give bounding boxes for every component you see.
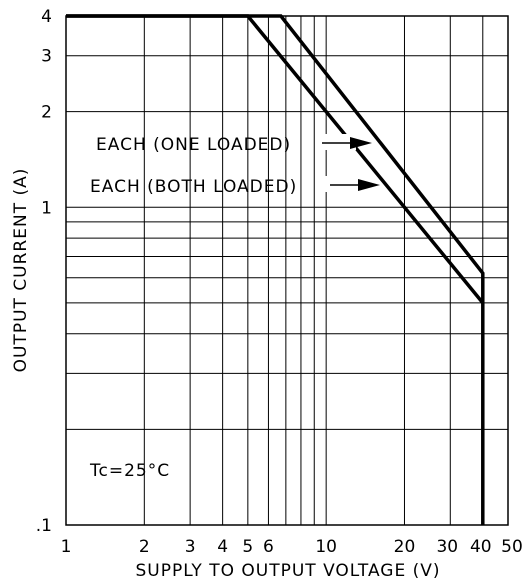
x-tick-label: 40	[470, 537, 492, 557]
x-tick-label: 3	[185, 537, 196, 557]
x-tick-label: 6	[263, 537, 274, 557]
series-line-0	[66, 14, 485, 525]
x-tick-label: 30	[436, 537, 458, 557]
label-gap-one	[322, 134, 356, 150]
label-both-loaded: EACH (BOTH LOADED)	[90, 177, 297, 197]
label-one-loaded: EACH (ONE LOADED)	[96, 135, 291, 155]
plot-frame	[65, 15, 509, 526]
x-tick-label: 1	[61, 537, 72, 557]
x-tick-label: 50	[501, 537, 523, 557]
x-axis-label: SUPPLY TO OUTPUT VOLTAGE (V)	[135, 561, 440, 581]
y-tick-label: 1	[41, 198, 52, 218]
series-lines	[66, 14, 485, 525]
y-tick-label: 4	[41, 7, 52, 27]
y-tick-label: 2	[41, 103, 52, 123]
arrow-one-head	[350, 137, 372, 149]
x-tick-label: 5	[242, 537, 253, 557]
y-axis-label: OUTPUT CURRENT (A)	[11, 168, 31, 373]
arrow-both-head	[358, 179, 380, 191]
label-gap-both	[318, 176, 340, 192]
x-tick-label: 2	[139, 537, 150, 557]
series-line-1	[66, 14, 485, 305]
y-tick-label: .1	[36, 516, 52, 536]
y-tick-label: 3	[41, 47, 52, 67]
x-tick-label: 10	[315, 537, 337, 557]
annotations: EACH (ONE LOADED) EACH (BOTH LOADED) Tc=…	[89, 135, 380, 481]
x-tick-label: 20	[394, 537, 416, 557]
grid	[65, 15, 509, 526]
x-tick-label: 4	[217, 537, 228, 557]
temperature-annotation: Tc=25°C	[89, 461, 170, 481]
